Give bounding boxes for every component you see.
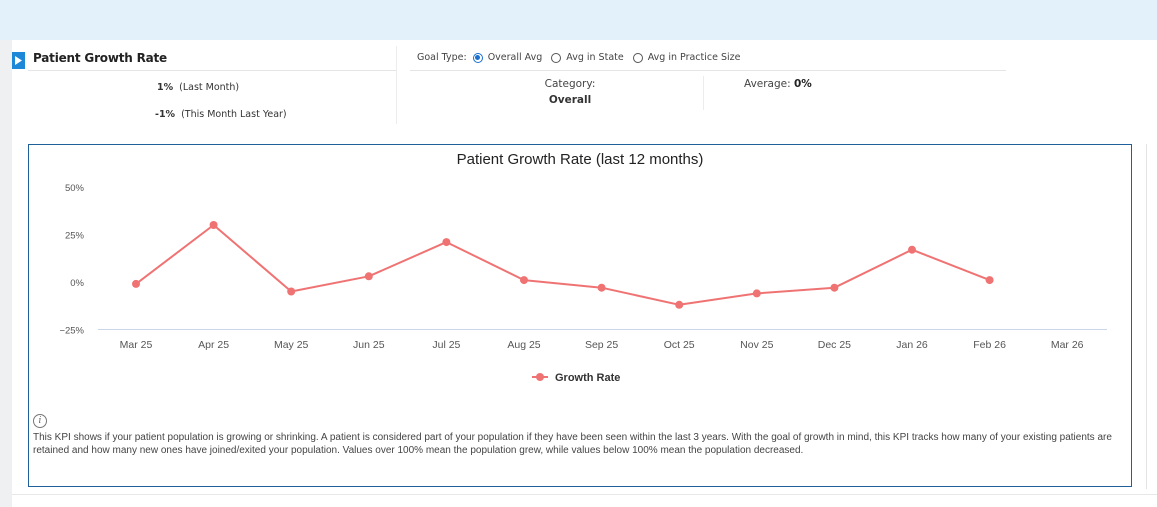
goal-option-overall-avg[interactable]: Overall Avg	[472, 52, 543, 63]
goal-option-label: Avg in Practice Size	[647, 52, 741, 63]
divider	[396, 46, 397, 124]
divider	[12, 494, 1157, 495]
goal-option-avg-in-practice-size[interactable]: Avg in Practice Size	[632, 52, 741, 63]
info-icon[interactable]: i	[33, 414, 47, 428]
radio-empty-icon	[551, 52, 562, 63]
category-label: Category:	[544, 78, 596, 90]
kpi-description: This KPI shows if your patient populatio…	[33, 432, 1112, 457]
average-stat: Average: 0%	[744, 78, 812, 90]
last-month-value: 1%	[157, 82, 174, 93]
last-month-stat: 1% (Last Month)	[157, 82, 239, 93]
last-year-label: (This Month Last Year)	[181, 109, 287, 120]
caret-right-icon	[15, 56, 22, 65]
left-rail	[0, 40, 12, 507]
top-header-bar	[0, 0, 1157, 40]
average-label: Average:	[744, 78, 791, 90]
radio-selected-icon	[472, 52, 483, 63]
divider	[1146, 144, 1147, 489]
divider	[410, 70, 1006, 71]
kpi-title: Patient Growth Rate	[33, 51, 167, 65]
expand-toggle-button[interactable]	[12, 52, 25, 69]
goal-type-selector: Goal Type: Overall Avg Avg in State Avg …	[417, 52, 740, 63]
goal-type-label: Goal Type:	[417, 52, 467, 63]
chart-title: Patient Growth Rate (last 12 months)	[456, 151, 704, 168]
radio-empty-icon	[632, 52, 643, 63]
divider	[28, 70, 396, 71]
goal-option-label: Avg in State	[566, 52, 624, 63]
category-value: Overall	[548, 94, 592, 106]
goal-option-avg-in-state[interactable]: Avg in State	[551, 52, 624, 63]
average-value: 0%	[794, 78, 812, 90]
goal-option-label: Overall Avg	[487, 52, 543, 63]
last-month-label: (Last Month)	[179, 82, 240, 93]
last-year-stat: -1% (This Month Last Year)	[155, 109, 287, 120]
last-year-value: -1%	[155, 109, 176, 120]
divider	[703, 76, 704, 110]
chart-container	[28, 144, 1132, 487]
